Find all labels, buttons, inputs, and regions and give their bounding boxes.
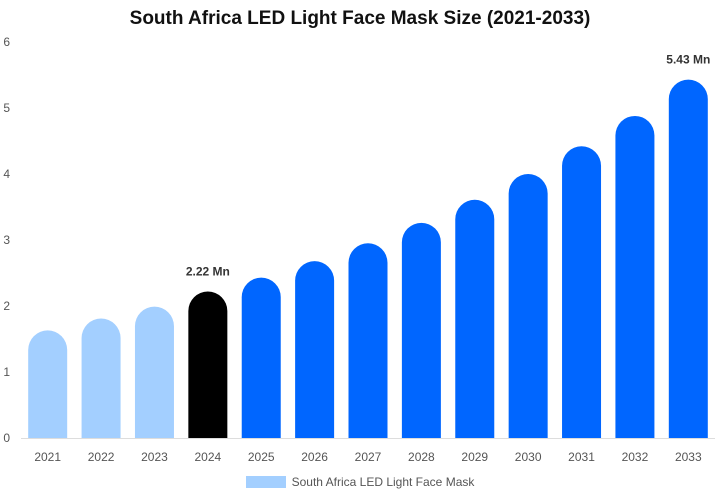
legend: South Africa LED Light Face Mask [0, 475, 720, 489]
x-tick-label: 2025 [248, 450, 275, 464]
y-tick-label: 4 [3, 167, 10, 181]
bar-2030 [508, 173, 548, 438]
x-tick-label: 2023 [141, 450, 168, 464]
legend-swatch [245, 476, 286, 488]
bar-2029 [455, 199, 495, 438]
x-tick-label: 2026 [301, 450, 328, 464]
bar-2026 [295, 261, 335, 438]
bar-2032 [615, 115, 655, 438]
bar-2021 [28, 330, 68, 438]
x-tick-label: 2022 [88, 450, 115, 464]
bar-2024 [188, 291, 228, 438]
bar-2033 [668, 79, 708, 439]
bar-2023 [134, 306, 174, 438]
y-tick-label: 1 [3, 365, 10, 379]
x-tick-label: 2030 [515, 450, 542, 464]
bar-2028 [401, 222, 441, 438]
x-tick-label: 2024 [194, 450, 221, 464]
chart-title: South Africa LED Light Face Mask Size (2… [129, 8, 591, 29]
x-tick-label: 2021 [34, 450, 61, 464]
x-axis: 2021 2022 2023 2024 2025 2026 2027 2028 2029 2030… [34, 450, 702, 464]
y-tick-label: 5 [3, 101, 10, 115]
data-label-2033: 5.43 Mn [666, 53, 710, 67]
y-tick-label: 3 [3, 233, 10, 247]
x-tick-label: 2031 [568, 450, 595, 464]
y-tick-label: 6 [3, 35, 10, 49]
legend-label: South Africa LED Light Face Mask [291, 475, 475, 489]
x-tick-label: 2033 [675, 450, 702, 464]
x-tick-label: 2028 [408, 450, 435, 464]
x-tick-label: 2027 [355, 450, 382, 464]
y-axis: 0 1 2 3 4 5 6 [3, 35, 10, 445]
bar-2027 [348, 243, 388, 438]
y-tick-label: 0 [3, 431, 10, 445]
bars [28, 79, 708, 439]
bar-2022 [81, 318, 121, 438]
x-tick-label: 2032 [622, 450, 649, 464]
bar-2031 [562, 146, 602, 438]
bar-2025 [241, 277, 281, 438]
data-label-2024: 2.22 Mn [186, 264, 230, 278]
y-tick-label: 2 [3, 299, 10, 313]
data-labels: 2.22 Mn 5.43 Mn [186, 53, 710, 279]
x-tick-label: 2029 [461, 450, 488, 464]
